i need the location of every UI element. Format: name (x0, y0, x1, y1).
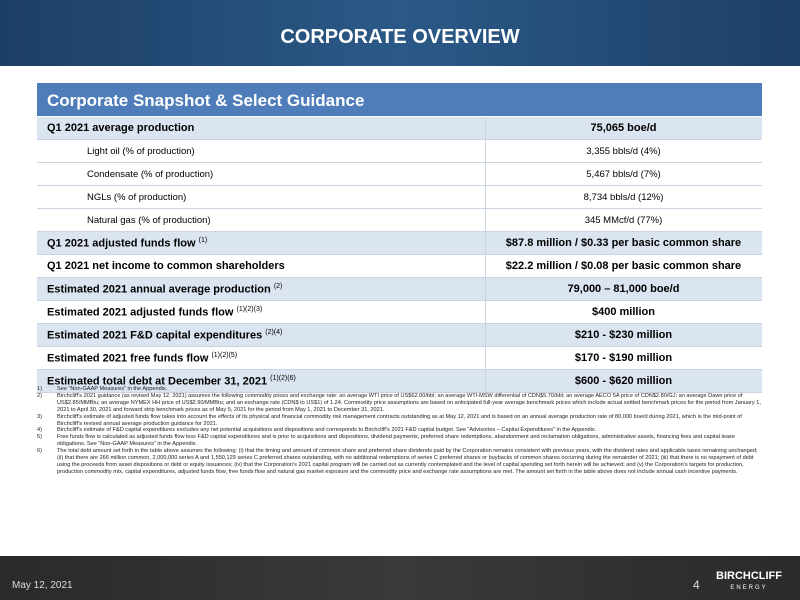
footnotes: 1) See “Non-GAAP Measures” in the Appendi… (37, 386, 762, 476)
row-label: Natural gas (% of production) (87, 215, 211, 226)
footnote-text: Birchcliff’s 2021 guidance (as revised M… (57, 392, 761, 413)
row-value: 345 MMcf/d (77%) (584, 215, 663, 226)
footnote-ref: (2)(4) (265, 329, 283, 336)
footnote-text: Free funds flow is calculated as adjuste… (57, 434, 735, 448)
footnote-text: The total debt amount set forth in the t… (57, 448, 758, 475)
footer: May 12, 2021 4 BIRCHCLIFF ENERGY (0, 556, 800, 600)
column-divider (485, 255, 486, 277)
footnote-ref: (1)(2)(3) (236, 306, 263, 313)
row-label: Light oil (% of production) (87, 146, 195, 157)
footnote-text: See “Non-GAAP Measures” in the Appendix. (57, 386, 168, 392)
footnote-number: 4) (37, 427, 42, 434)
footnote: 2) Birchcliff’s 2021 guidance (as revised… (37, 393, 762, 414)
row-label-text: Q1 2021 adjusted funds flow (47, 237, 196, 250)
page-number: 4 (693, 578, 700, 592)
footnote: 5) Free funds flow is calculated as adjus… (37, 434, 762, 448)
table-row: Estimated 2021 adjusted funds flow (1)(2… (37, 301, 762, 324)
table-title: Corporate Snapshot & Select Guidance (47, 91, 365, 110)
footnote-number: 5) (37, 434, 42, 441)
row-value: $400 million (592, 306, 655, 318)
row-label-text: Q1 2021 net income to common shareholder… (47, 260, 285, 272)
footnote: 4) Birchcliff’s estimate of F&D capital e… (37, 427, 762, 434)
row-label-text: Estimated 2021 annual average production (47, 283, 271, 296)
column-divider (485, 209, 486, 231)
footnote-number: 2) (37, 392, 42, 399)
row-value: $210 - $230 million (574, 329, 673, 341)
footnote: 3) Birchcliff’s estimate of adjusted fund… (37, 414, 762, 428)
row-label: Estimated 2021 adjusted funds flow (1)(2… (47, 306, 262, 319)
column-divider (485, 278, 486, 300)
row-label-text: Estimated 2021 F&D capital expenditures (47, 329, 263, 342)
footnote: 6) The total debt amount set forth in the… (37, 448, 762, 476)
footnote-text: Birchcliff’s estimate of F&D capital exp… (57, 427, 597, 434)
row-label-text: Condensate (% of production) (87, 169, 214, 180)
table-row: Estimated total debt at December 31, 202… (37, 370, 762, 393)
column-divider (485, 163, 486, 185)
row-label: Q1 2021 adjusted funds flow (1) (47, 237, 207, 250)
row-label-text: NGLs (% of production) (87, 192, 187, 203)
row-label-text: Q1 2021 average production (47, 122, 195, 134)
table-row: Natural gas (% of production) 345 MMcf/d … (37, 209, 762, 232)
footnote-number: 3) (37, 413, 42, 420)
row-label: Condensate (% of production) (87, 169, 213, 180)
slide-title: CORPORATE OVERVIEW (280, 26, 520, 48)
table-row: Condensate (% of production) 5,467 bbls/d… (37, 163, 762, 186)
row-value: $87.8 million / $0.33 per basic common s… (505, 237, 742, 249)
row-label-text: Estimated total debt at December 31, 202… (47, 375, 268, 388)
column-divider (485, 347, 486, 369)
footnote-number: 6) (37, 448, 42, 455)
row-value: 75,065 boe/d (590, 122, 657, 134)
column-divider (485, 232, 486, 254)
header-band: CORPORATE OVERVIEW (0, 0, 800, 66)
row-value: $170 - $190 million (574, 352, 673, 364)
table-row: Estimated 2021 F&D capital expenditures … (37, 324, 762, 347)
column-divider (485, 324, 486, 346)
column-divider (485, 370, 486, 392)
footnote-ref: (1)(2)(5) (211, 352, 238, 359)
logo-subtext: ENERGY (730, 585, 768, 591)
row-label: Q1 2021 net income to common shareholder… (47, 260, 285, 272)
footnote-number: 1) (37, 386, 42, 392)
row-value: 5,467 bbls/d (7%) (586, 169, 661, 180)
row-value: $22.2 million / $0.08 per basic common s… (505, 260, 742, 272)
row-value: $600 - $620 million (574, 375, 673, 387)
table-row: Q1 2021 adjusted funds flow (1) $87.8 mil… (37, 232, 762, 255)
footnote-ref: (1) (198, 237, 208, 244)
table-row: NGLs (% of production) 8,734 bbls/d (12%) (37, 186, 762, 209)
table-row: Light oil (% of production) 3,355 bbls/d … (37, 140, 762, 163)
row-label: Q1 2021 average production (47, 122, 194, 134)
row-label-text: Estimated 2021 adjusted funds flow (47, 306, 234, 319)
footnote-ref: (2) (273, 283, 283, 290)
table: Q1 2021 average production 75,065 boe/d Li… (37, 117, 762, 393)
column-divider (485, 117, 486, 139)
logo-text: BIRCHCLIFF (716, 570, 782, 582)
row-label-text: Natural gas (% of production) (87, 215, 211, 226)
row-value: 8,734 bbls/d (12%) (583, 192, 664, 203)
row-label: Estimated total debt at December 31, 202… (47, 375, 296, 388)
row-label-text: Light oil (% of production) (87, 146, 195, 157)
row-label: NGLs (% of production) (87, 192, 186, 203)
row-label-text: Estimated 2021 free funds flow (47, 352, 209, 365)
column-divider (485, 301, 486, 323)
footnote-text: Birchcliff’s estimate of adjusted funds … (57, 413, 742, 427)
column-divider (485, 186, 486, 208)
table-title-bar: Corporate Snapshot & Select Guidance (37, 83, 762, 116)
footer-date: May 12, 2021 (12, 580, 73, 591)
footnote-ref: (1)(2)(6) (270, 375, 296, 382)
table-row: Q1 2021 average production 75,065 boe/d (37, 117, 762, 140)
row-label: Estimated 2021 annual average production… (47, 283, 282, 296)
table-row: Estimated 2021 annual average production… (37, 278, 762, 301)
footnote: 1) See “Non-GAAP Measures” in the Appendi… (37, 386, 762, 393)
row-label: Estimated 2021 free funds flow (1)(2)(5) (47, 352, 237, 365)
table-row: Estimated 2021 free funds flow (1)(2)(5)… (37, 347, 762, 370)
table-row: Q1 2021 net income to common shareholder… (37, 255, 762, 278)
row-value: 3,355 bbls/d (4%) (586, 146, 661, 157)
row-label: Estimated 2021 F&D capital expenditures … (47, 329, 282, 342)
row-value: 79,000 – 81,000 boe/d (567, 283, 680, 295)
logo: BIRCHCLIFF ENERGY (716, 570, 782, 594)
column-divider (485, 140, 486, 162)
